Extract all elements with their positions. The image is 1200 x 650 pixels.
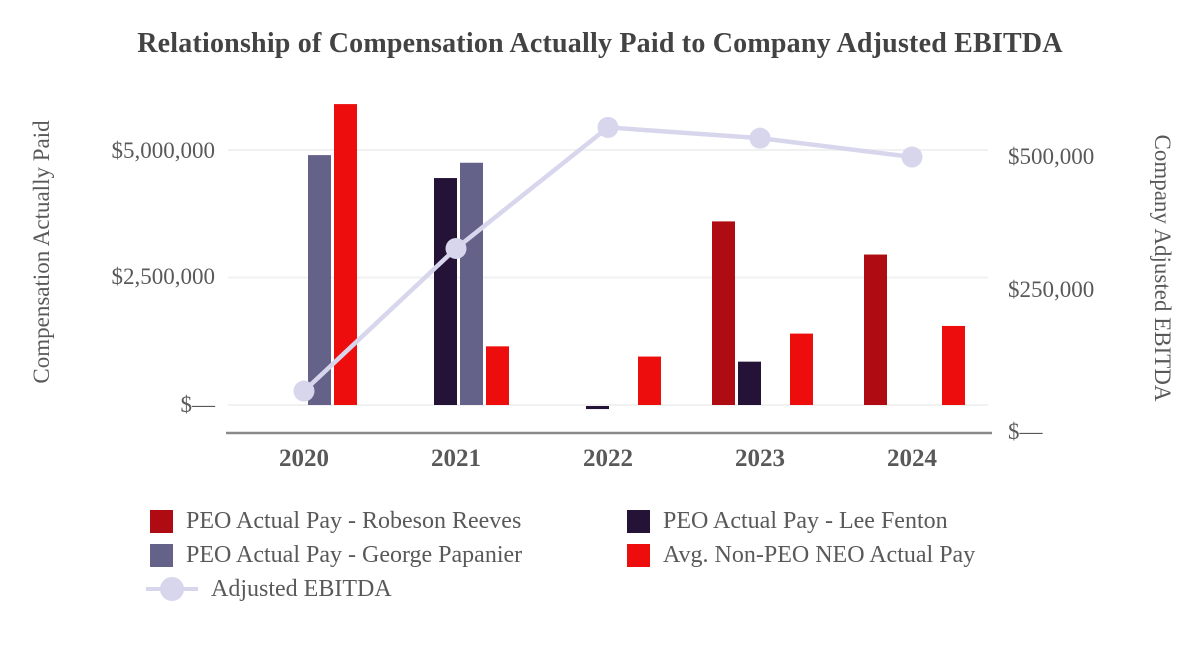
legend-line-dot-icon: [160, 577, 184, 601]
bar-2021-series-1: [434, 178, 457, 405]
legend-item-adjusted-ebitda: Adjusted EBITDA: [146, 574, 392, 604]
bar-2023-series-1: [738, 361, 761, 405]
right-axis-tick-500k: $500,000: [1008, 144, 1095, 169]
legend-label: PEO Actual Pay - George Papanier: [186, 541, 523, 568]
left-axis-tick-zero: $—: [180, 392, 216, 417]
ebitda-marker-2022: [597, 116, 619, 138]
legend-item-avg-non-peo: Avg. Non-PEO NEO Actual Pay: [627, 540, 975, 570]
right-axis-tick-zero: $—: [1008, 419, 1043, 444]
x-label-2020: 2020: [279, 445, 329, 472]
right-axis-tick-250k: $250,000: [1008, 277, 1095, 302]
bar-2024-series-3: [942, 325, 965, 405]
bar-2022-series-1: [586, 406, 609, 410]
bar-2020-series-2: [308, 155, 331, 405]
x-label-2024: 2024: [887, 445, 937, 472]
left-axis-tick-2-5m: $2,500,000: [111, 264, 216, 289]
legend-swatch-lee-fenton: [627, 509, 650, 533]
legend-item-lee-fenton: PEO Actual Pay - Lee Fenton: [627, 506, 948, 536]
legend-swatch-avg-non-peo: [627, 543, 650, 567]
ebitda-marker-2024: [901, 146, 923, 168]
legend-label: PEO Actual Pay - Lee Fenton: [663, 507, 948, 534]
ebitda-marker-2023: [749, 127, 771, 149]
ebitda-marker-2021: [445, 237, 467, 259]
bar-2021-series-3: [486, 346, 509, 405]
ebitda-line: [302, 125, 913, 393]
bar-2021-series-2: [460, 162, 483, 405]
legend-line-marker: [146, 577, 198, 601]
chart-title: Relationship of Compensation Actually Pa…: [137, 28, 1063, 59]
legend-label: Adjusted EBITDA: [211, 575, 392, 602]
legend-label: Avg. Non-PEO NEO Actual Pay: [663, 541, 976, 568]
x-label-2023: 2023: [735, 445, 785, 472]
bar-2024-series-0: [864, 254, 887, 405]
legend-swatch-george-papanier: [150, 543, 173, 567]
x-label-2021: 2021: [431, 445, 481, 472]
legend-item-robeson-reeves: PEO Actual Pay - Robeson Reeves: [150, 506, 521, 536]
bar-2022-series-3: [638, 356, 661, 405]
bar-2020-series-3: [334, 104, 357, 405]
bar-2023-series-3: [790, 333, 813, 405]
left-axis-tick-5m: $5,000,000: [111, 138, 216, 163]
bar-2023-series-0: [712, 221, 735, 405]
ebitda-marker-2020: [293, 380, 315, 402]
legend-label: PEO Actual Pay - Robeson Reeves: [186, 507, 522, 534]
legend-swatch-robeson-reeves: [150, 509, 173, 533]
legend-item-george-papanier: PEO Actual Pay - George Papanier: [150, 540, 522, 570]
x-label-2022: 2022: [583, 445, 633, 472]
